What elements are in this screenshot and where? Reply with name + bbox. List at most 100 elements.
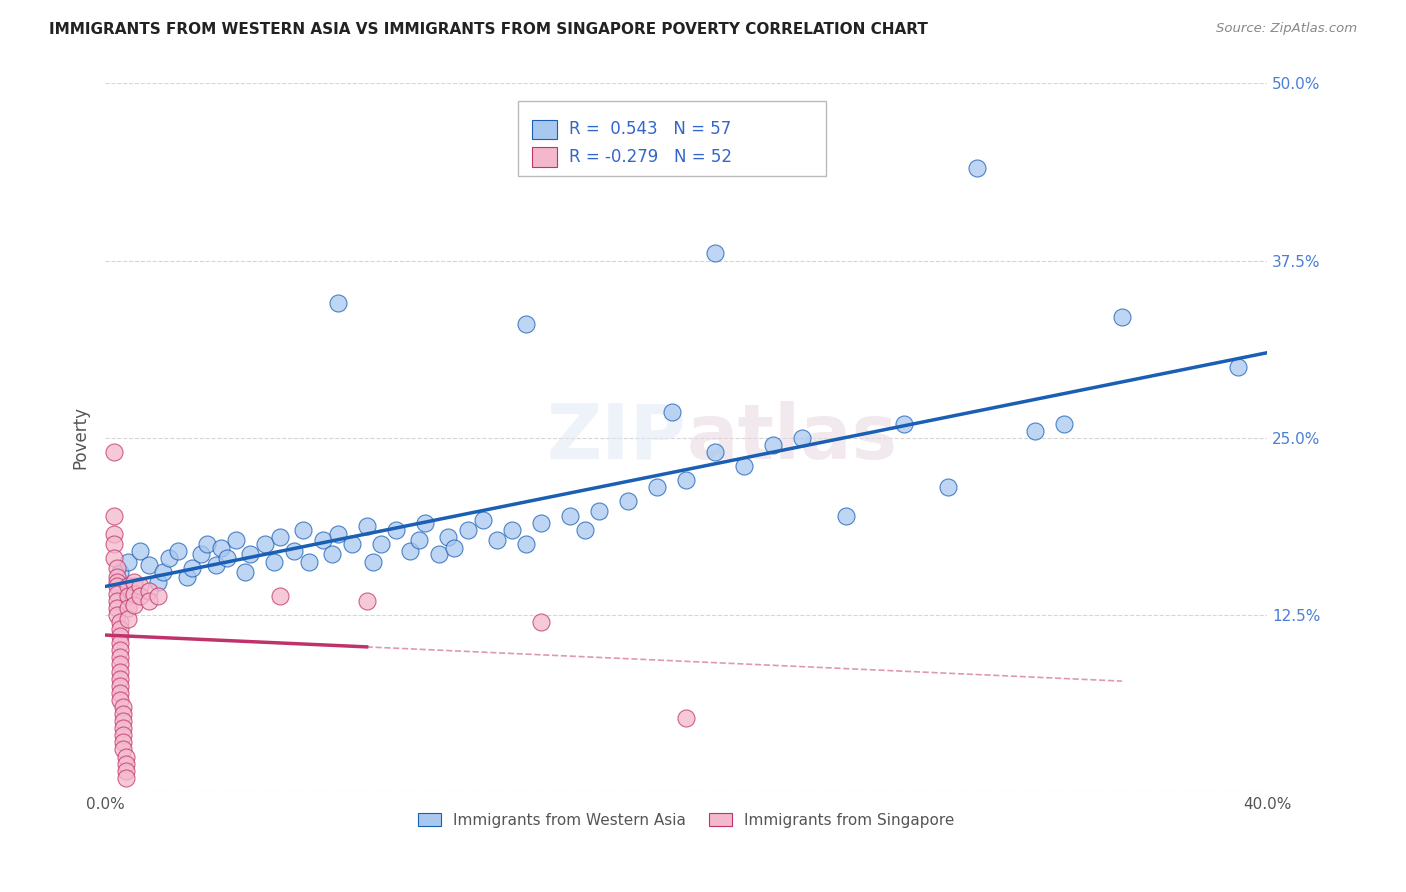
Point — [204, 558, 226, 573]
Point — [427, 547, 450, 561]
Point — [103, 537, 125, 551]
Point — [936, 480, 959, 494]
Point — [225, 533, 247, 547]
Point — [515, 318, 537, 332]
Point — [157, 551, 180, 566]
Point — [146, 590, 169, 604]
Point — [105, 575, 128, 590]
FancyBboxPatch shape — [531, 147, 557, 167]
Point — [675, 711, 697, 725]
Point — [893, 417, 915, 431]
Point — [574, 523, 596, 537]
Point — [413, 516, 436, 530]
Point — [117, 590, 139, 604]
Point — [114, 756, 136, 771]
Point — [108, 622, 131, 636]
Point — [108, 693, 131, 707]
Point — [704, 445, 727, 459]
Point — [122, 586, 145, 600]
Point — [762, 438, 785, 452]
Y-axis label: Poverty: Poverty — [72, 406, 89, 469]
Point — [966, 161, 988, 176]
Point — [105, 586, 128, 600]
Point — [1053, 417, 1076, 431]
Point — [515, 537, 537, 551]
Point — [108, 672, 131, 686]
Point — [443, 541, 465, 556]
Point — [108, 615, 131, 629]
FancyBboxPatch shape — [531, 120, 557, 139]
Point — [321, 547, 343, 561]
Text: Source: ZipAtlas.com: Source: ZipAtlas.com — [1216, 22, 1357, 36]
Point — [704, 246, 727, 260]
Point — [108, 650, 131, 665]
Point — [1111, 310, 1133, 325]
Point — [471, 513, 494, 527]
Point — [661, 405, 683, 419]
Point — [233, 566, 256, 580]
Point — [356, 518, 378, 533]
Point — [103, 527, 125, 541]
Point — [530, 516, 553, 530]
Point — [181, 561, 204, 575]
Point — [530, 615, 553, 629]
Point — [239, 547, 262, 561]
Point — [291, 523, 314, 537]
Point — [108, 665, 131, 679]
Point — [111, 700, 134, 714]
Point — [835, 508, 858, 523]
Point — [108, 679, 131, 693]
Point — [111, 714, 134, 728]
Point — [253, 537, 276, 551]
Point — [122, 579, 145, 593]
Point — [399, 544, 422, 558]
Point — [340, 537, 363, 551]
Point — [138, 558, 160, 573]
Point — [408, 533, 430, 547]
Text: atlas: atlas — [686, 401, 897, 475]
Point — [108, 566, 131, 580]
Point — [105, 593, 128, 607]
Point — [117, 600, 139, 615]
Point — [103, 445, 125, 459]
Point — [437, 530, 460, 544]
Point — [195, 537, 218, 551]
Point — [645, 480, 668, 494]
Point — [117, 579, 139, 593]
Point — [111, 721, 134, 735]
Point — [617, 494, 640, 508]
Point — [1024, 424, 1046, 438]
Point — [176, 569, 198, 583]
Point — [269, 530, 291, 544]
Point — [283, 544, 305, 558]
Point — [117, 612, 139, 626]
Point — [312, 533, 335, 547]
Point — [117, 555, 139, 569]
Text: ZIP: ZIP — [547, 401, 686, 475]
Point — [111, 728, 134, 742]
Point — [114, 749, 136, 764]
Point — [105, 607, 128, 622]
Point — [361, 555, 384, 569]
Point — [326, 296, 349, 310]
Point — [122, 575, 145, 590]
Point — [103, 551, 125, 566]
Point — [114, 771, 136, 785]
Point — [129, 579, 152, 593]
Point — [129, 590, 152, 604]
Point — [108, 629, 131, 643]
Point — [1227, 359, 1250, 374]
Point — [108, 686, 131, 700]
Point — [129, 544, 152, 558]
Point — [108, 657, 131, 672]
Point — [111, 742, 134, 756]
Point — [122, 598, 145, 612]
Point — [792, 431, 814, 445]
Point — [263, 555, 285, 569]
Text: R = -0.279   N = 52: R = -0.279 N = 52 — [569, 148, 733, 166]
Point — [152, 566, 174, 580]
Point — [108, 643, 131, 657]
Point — [114, 764, 136, 778]
Point — [558, 508, 581, 523]
Legend: Immigrants from Western Asia, Immigrants from Singapore: Immigrants from Western Asia, Immigrants… — [412, 806, 960, 834]
